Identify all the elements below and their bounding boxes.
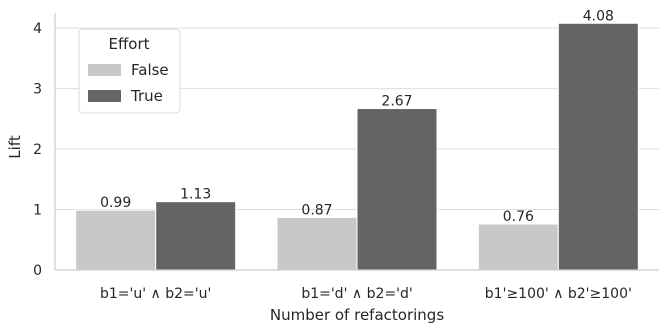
data-label-true-2: 4.08 [583,8,614,24]
y-tick-label-2: 2 [33,142,42,158]
y-tick-label-3: 3 [33,82,42,98]
data-label-true-1: 2.67 [381,94,412,110]
data-label-false-2: 0.76 [503,209,534,225]
y-tick-label-0: 0 [33,263,42,279]
bar-true-1 [356,108,438,271]
bar-false-0 [75,209,157,271]
legend-swatch-true [88,90,121,102]
legend: Effort False True [78,28,181,114]
data-label-false-1: 0.87 [301,202,332,218]
legend-label-true: True [130,87,163,105]
y-axis-label: Lift [6,135,24,159]
legend-swatch-false [88,64,121,76]
data-label-false-0: 0.99 [100,195,131,211]
y-tick-labels: 0 1 2 3 4 [33,21,42,279]
y-tick-label-1: 1 [33,203,42,219]
bar-false-1 [276,216,358,271]
x-tick-labels: b1='u' ∧ b2='u' b1='d' ∧ b2='d' b1'≥100' ∧… [100,286,632,302]
bar-true-0 [155,201,237,271]
legend-title: Effort [108,35,149,53]
data-labels: 0.99 1.13 0.87 2.67 0.76 4.08 [100,8,614,225]
bar-false-2 [477,223,559,271]
x-tick-label-0: b1='u' ∧ b2='u' [100,286,211,302]
bar-true-2 [557,22,639,271]
data-label-true-0: 1.13 [180,187,211,203]
bars [75,22,639,271]
y-tick-label-4: 4 [33,21,42,37]
x-axis-label: Number of refactorings [270,306,444,324]
x-tick-label-1: b1='d' ∧ b2='d' [301,286,412,302]
x-tick-label-2: b1'≥100' ∧ b2'≥100' [485,286,632,302]
legend-label-false: False [131,61,169,79]
